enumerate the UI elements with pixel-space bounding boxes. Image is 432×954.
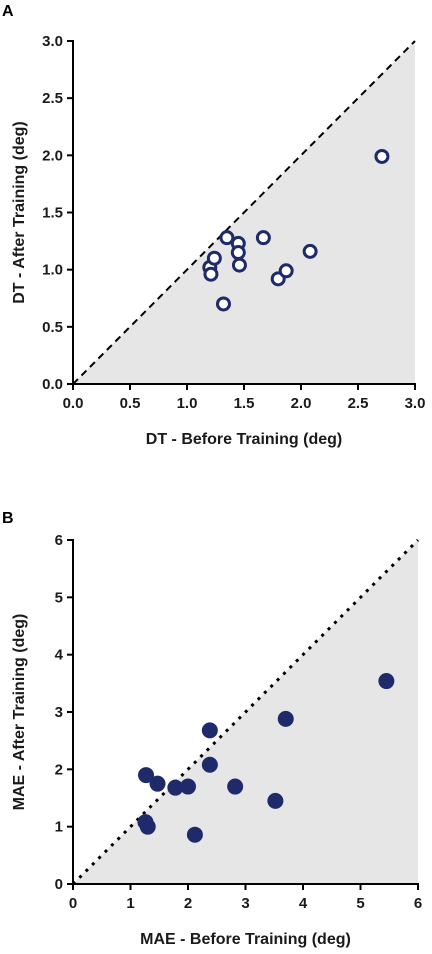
data-point <box>201 722 218 739</box>
data-point <box>230 245 246 261</box>
y-tick-label: 0.0 <box>42 376 63 393</box>
data-point <box>255 230 271 246</box>
y-tick-label: 1 <box>55 819 63 836</box>
panel-a-x-ticks: 0.0 0.5 1.0 1.5 2.0 2.5 3.0 <box>63 384 426 412</box>
y-tick-label: 0.5 <box>42 319 63 336</box>
panel-a-dt-scatter: A 0.0 0.5 1.0 1.5 2.0 2.5 3.0 0.0 0.5 1.0 1.5 2.0 2… <box>2 3 425 448</box>
data-point <box>219 230 235 246</box>
data-point <box>267 792 284 809</box>
panel-b-x-ticks: 0 1 2 3 4 5 6 <box>69 884 422 912</box>
data-point <box>302 243 318 259</box>
data-point <box>138 767 155 784</box>
data-point <box>231 257 247 273</box>
panel-b-x-axis-label: MAE - Before Training (deg) <box>140 931 351 948</box>
x-tick-label: 2.0 <box>291 395 312 412</box>
panel-a-y-ticks: 0.0 0.5 1.0 1.5 2.0 2.5 3.0 <box>42 33 73 393</box>
x-tick-label: 6 <box>414 895 422 912</box>
y-tick-label: 2.5 <box>42 90 63 107</box>
y-tick-label: 4 <box>55 647 64 664</box>
panel-a-identity-line <box>72 40 416 385</box>
x-tick-label: 0 <box>69 895 77 912</box>
data-point <box>203 266 219 282</box>
y-tick-label: 3.0 <box>42 33 63 50</box>
panel-b-points <box>137 673 395 843</box>
x-tick-label: 1 <box>126 895 134 912</box>
x-tick-label: 1.0 <box>177 395 198 412</box>
panel-b-y-axis-label: MAE - After Training (deg) <box>11 614 28 811</box>
x-tick-label: 5 <box>356 895 364 912</box>
x-tick-label: 3 <box>241 895 249 912</box>
y-tick-label: 6 <box>55 532 63 549</box>
panel-a-x-axis-label: DT - Before Training (deg) <box>146 431 342 448</box>
y-tick-label: 3 <box>55 704 63 721</box>
x-tick-label: 2 <box>184 895 192 912</box>
data-point <box>201 756 218 773</box>
data-point <box>186 826 203 843</box>
x-tick-label: 1.5 <box>234 395 255 412</box>
panel-a-y-axis-label: DT - After Training (deg) <box>11 121 28 304</box>
x-tick-label: 0.5 <box>120 395 141 412</box>
panel-b-y-ticks: 0 1 2 3 4 5 6 <box>55 532 73 893</box>
panel-a-points <box>202 148 390 312</box>
x-tick-label: 0.0 <box>63 395 84 412</box>
data-point <box>215 296 231 312</box>
x-tick-label: 4 <box>299 895 308 912</box>
data-point <box>180 778 196 795</box>
x-tick-label: 2.5 <box>348 395 369 412</box>
y-tick-label: 2.0 <box>42 147 63 164</box>
y-tick-label: 5 <box>55 589 63 606</box>
y-tick-label: 1.0 <box>42 262 63 279</box>
y-tick-label: 2 <box>55 761 63 778</box>
data-point <box>378 673 395 690</box>
panel-b-label: B <box>2 510 14 527</box>
data-point <box>277 710 294 727</box>
y-tick-label: 1.5 <box>42 205 63 222</box>
panel-a-label: A <box>2 3 14 20</box>
data-point <box>139 818 156 835</box>
data-point <box>149 775 166 792</box>
y-tick-label: 0 <box>55 876 63 893</box>
data-point <box>278 263 294 279</box>
x-tick-label: 3.0 <box>405 395 426 412</box>
panel-b-mae-scatter: B 0 1 2 3 4 5 6 0 1 2 3 4 5 6 MAE - Before Training … <box>2 510 422 948</box>
panel-b-identity-line <box>71 538 420 886</box>
data-point <box>206 250 222 266</box>
data-point <box>374 148 390 164</box>
data-point <box>227 778 244 795</box>
